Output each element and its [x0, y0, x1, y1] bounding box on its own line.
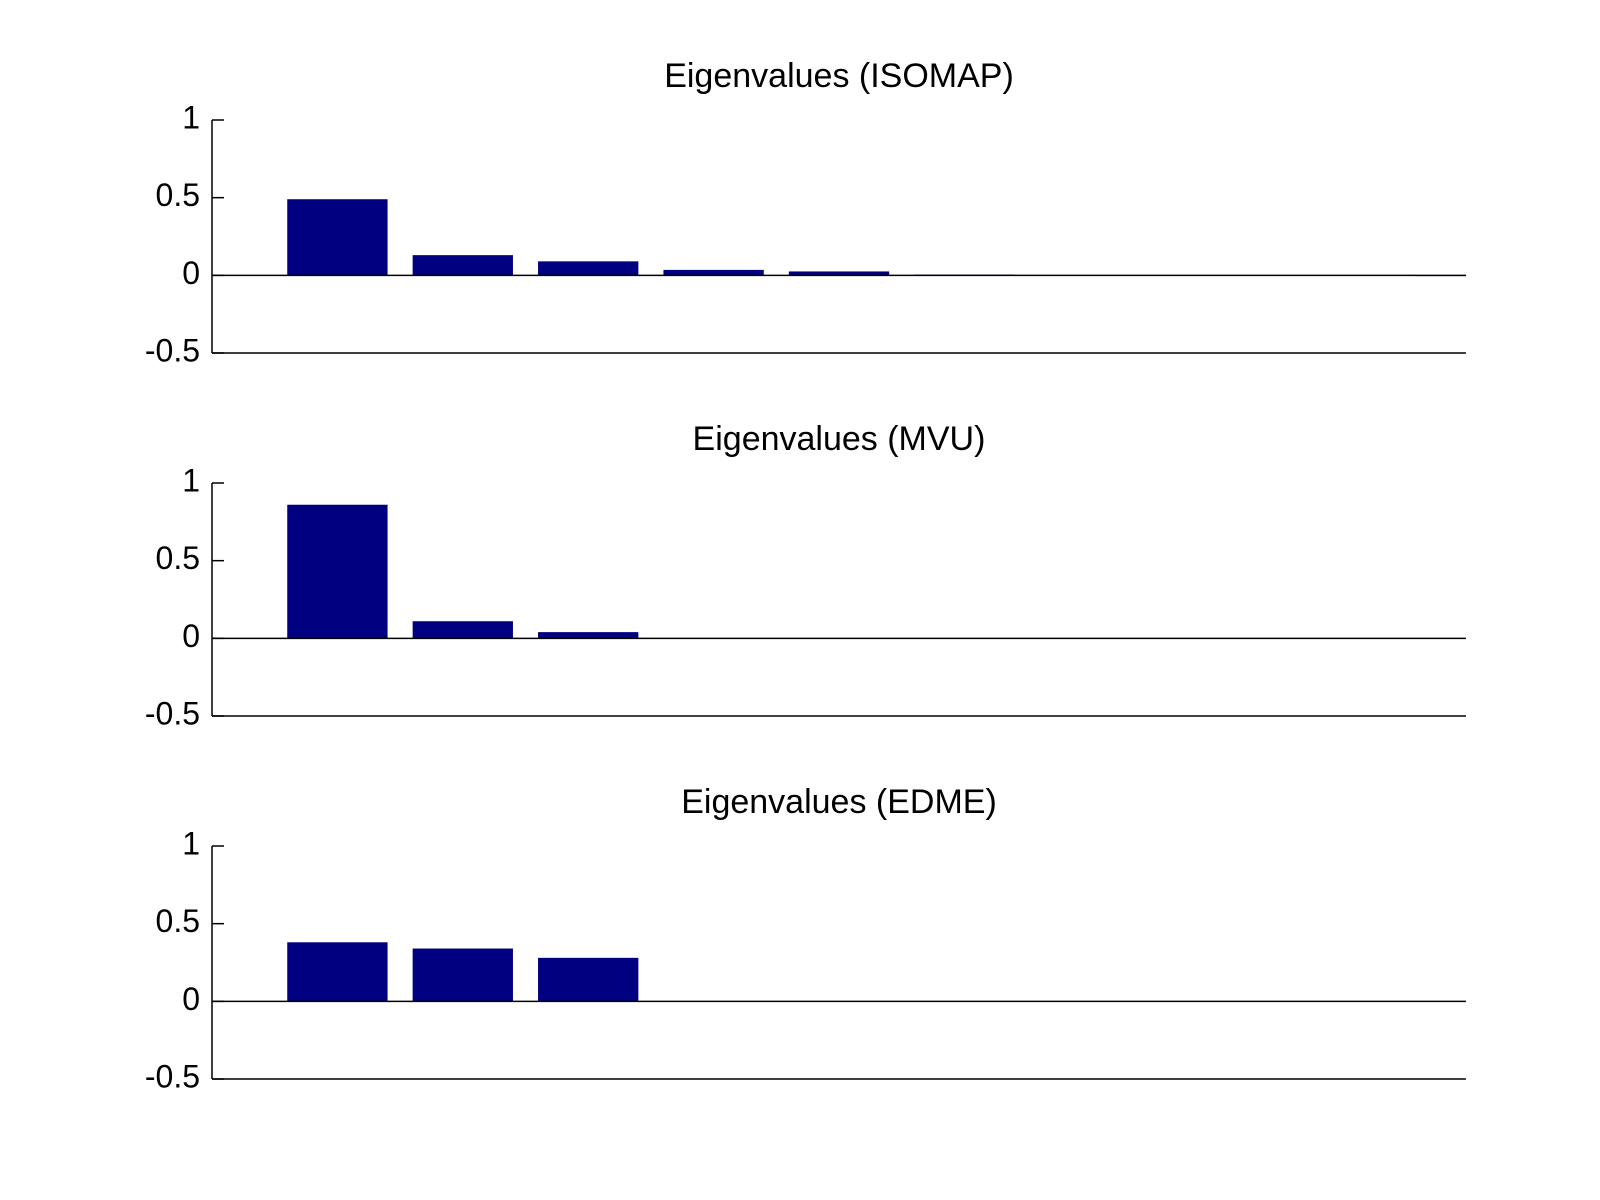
subplot: Eigenvalues (EDME) -0.5 0 0.5 1 [145, 783, 1466, 1094]
bar [663, 269, 764, 276]
y-tick-label: 1 [182, 825, 200, 861]
y-tick-label: 0.5 [156, 540, 200, 576]
y-tick-label: 0.5 [156, 903, 200, 939]
bar [287, 504, 388, 639]
bar [412, 948, 513, 1002]
bar [287, 199, 388, 276]
y-tick-label: 0 [182, 981, 200, 1017]
bar [412, 621, 513, 639]
bar [412, 255, 513, 276]
chart-title: Eigenvalues (MVU) [693, 420, 986, 458]
bar [538, 261, 639, 276]
y-tick-label: 1 [182, 462, 200, 498]
y-tick-label: -0.5 [145, 1058, 200, 1094]
bar [788, 271, 890, 276]
subplot: Eigenvalues (ISOMAP) -0.5 0 0.5 1 [145, 57, 1466, 368]
subplot: Eigenvalues (MVU) -0.5 0 0.5 1 [145, 420, 1466, 731]
chart-title: Eigenvalues (ISOMAP) [664, 57, 1014, 95]
bars [287, 504, 639, 639]
y-tick-label: 0 [182, 255, 200, 291]
bar [538, 957, 639, 1002]
y-tick-label: 1 [182, 99, 200, 135]
bar [287, 942, 388, 1002]
bars [287, 942, 639, 1002]
y-tick-label: 0.5 [156, 177, 200, 213]
bar [538, 632, 639, 639]
y-tick-label: -0.5 [145, 332, 200, 368]
y-tick-label: -0.5 [145, 695, 200, 731]
y-tick-label: 0 [182, 618, 200, 654]
chart-title: Eigenvalues (EDME) [681, 783, 997, 821]
bars [287, 199, 1466, 277]
